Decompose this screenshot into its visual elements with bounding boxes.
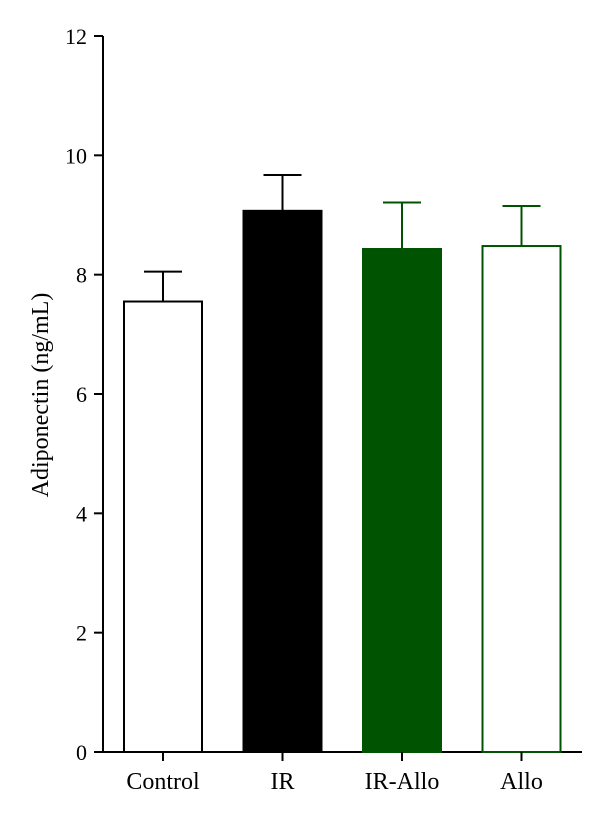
y-tick-label: 4 — [76, 501, 87, 526]
x-tick-label: IR-Allo — [365, 769, 440, 795]
bar-control — [123, 300, 203, 753]
y-tick-label: 0 — [76, 740, 87, 765]
y-tick-label: 6 — [76, 382, 87, 407]
y-tick-label: 2 — [76, 621, 87, 646]
x-tick-label: Control — [126, 769, 200, 795]
x-tick-label: IR — [271, 769, 295, 795]
y-tick-label: 10 — [65, 143, 87, 168]
bar-ir-allo — [362, 248, 442, 753]
x-tick-label: Allo — [500, 769, 543, 795]
y-tick-label: 12 — [65, 24, 87, 49]
plot-area: 0 2 4 6 8 10 12 Control IR IR-Allo Allo — [65, 24, 582, 795]
y-tick-label: 8 — [76, 263, 87, 288]
bar-ir — [242, 209, 323, 754]
y-axis-label: Adiponectin (ng/mL) — [28, 293, 54, 498]
bar-allo — [481, 245, 562, 753]
